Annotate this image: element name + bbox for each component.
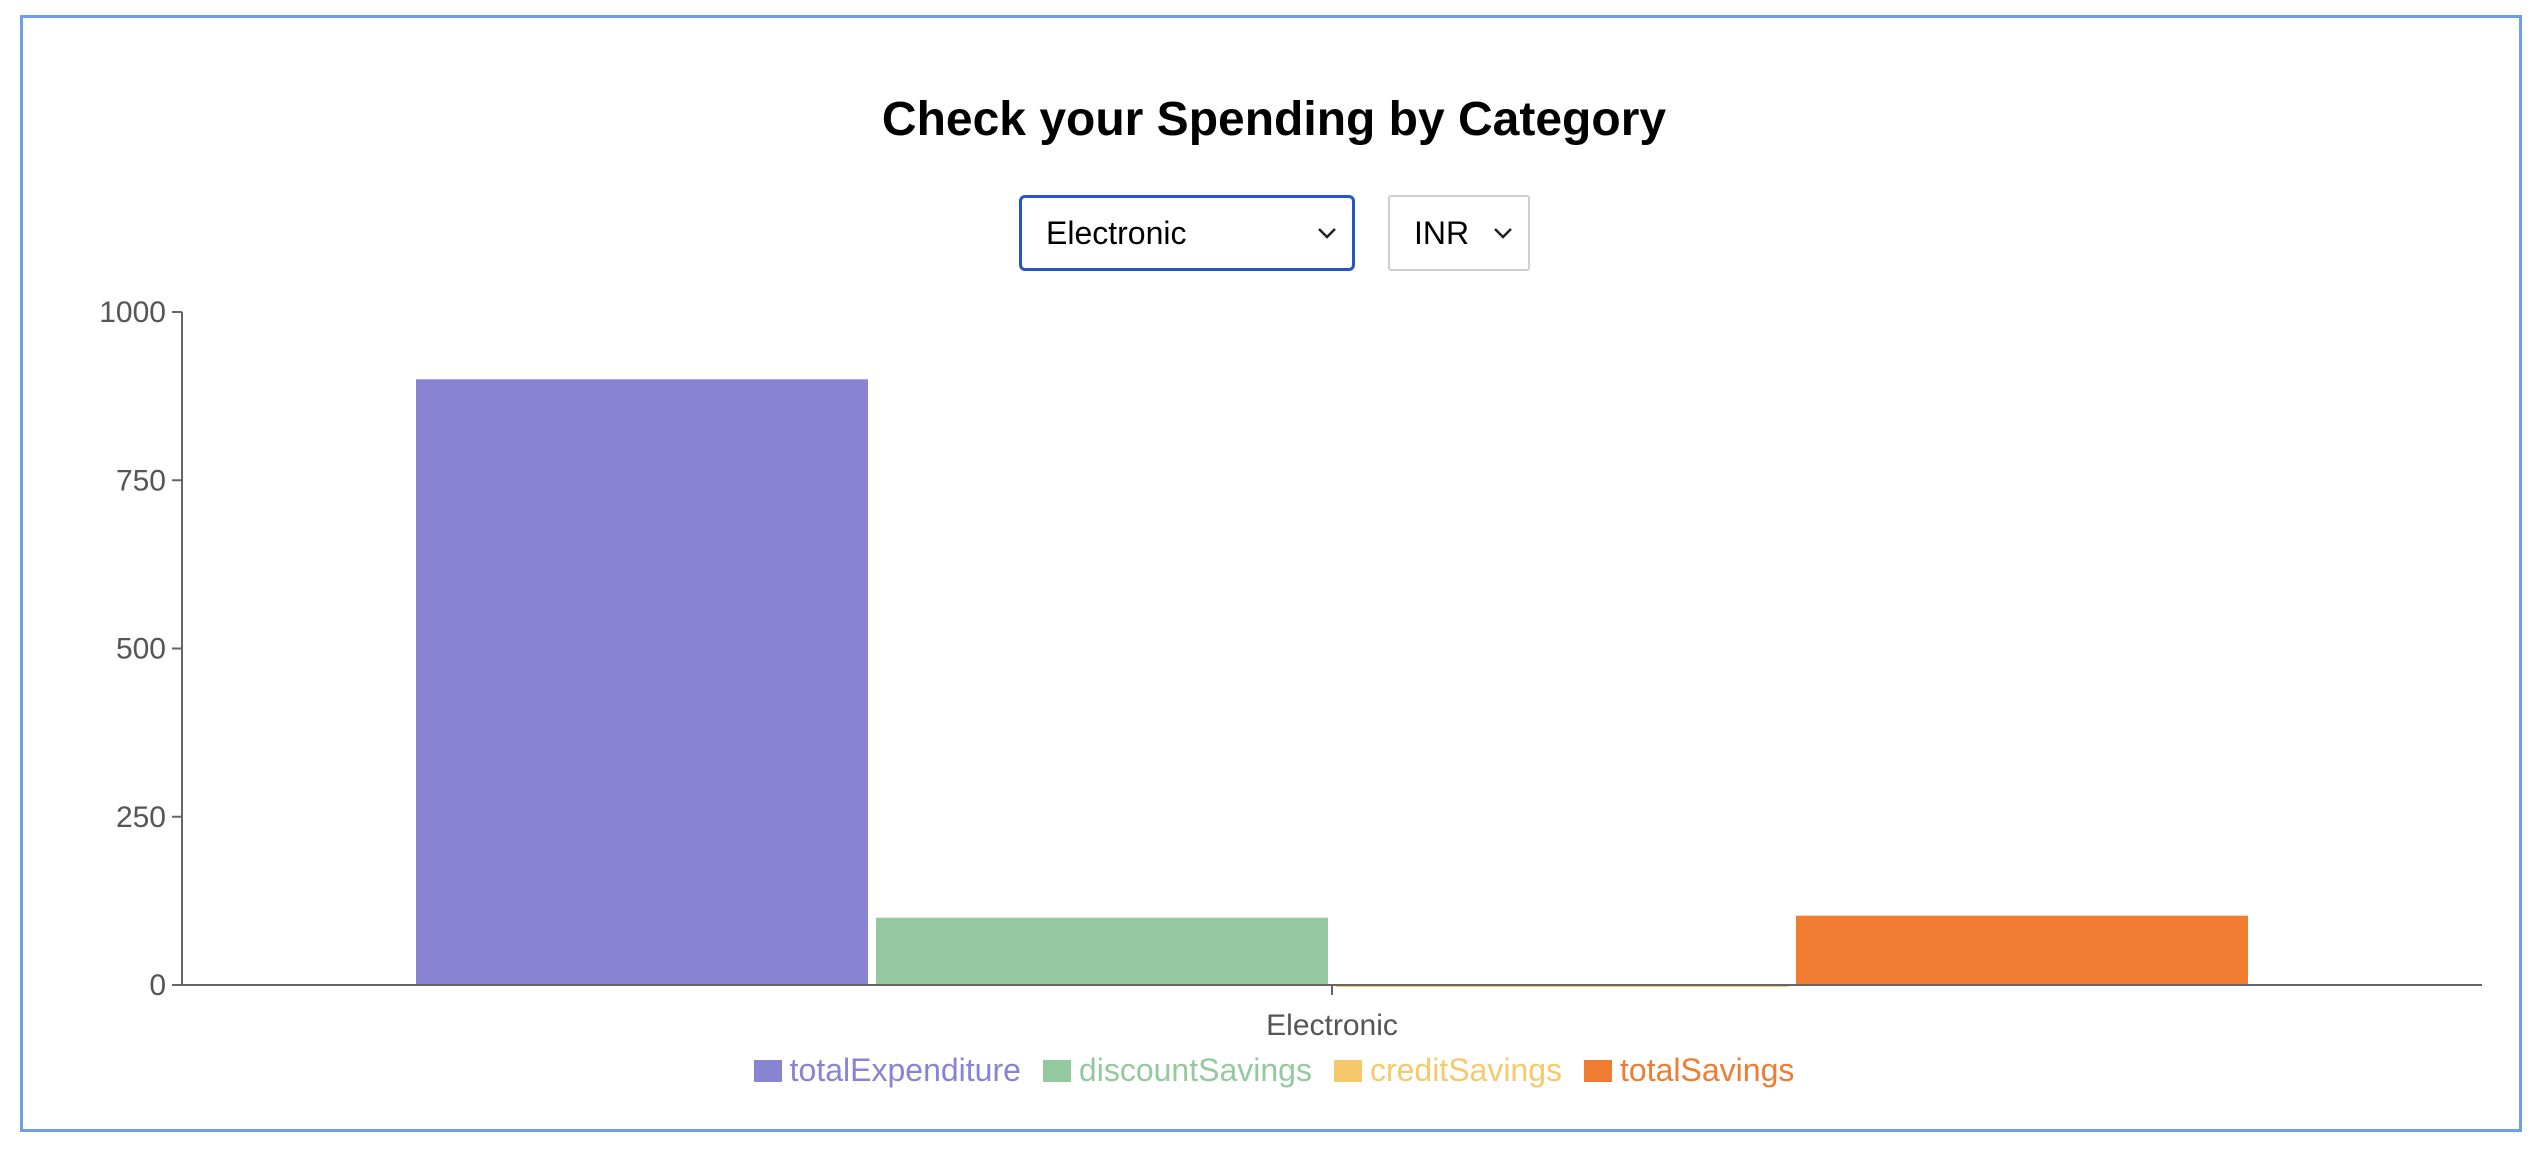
- bar-discountSavings: [876, 917, 1328, 985]
- legend-swatch: [753, 1059, 782, 1082]
- y-tick-label: 250: [116, 801, 166, 834]
- category-select-value: Electronic: [1046, 214, 1187, 251]
- legend-label: totalSavings: [1620, 1052, 1795, 1088]
- x-tick-label: Electronic: [1266, 1009, 1398, 1042]
- y-tick-label: 500: [116, 633, 166, 666]
- y-tick-label: 750: [116, 464, 166, 497]
- chevron-down-icon: [1494, 228, 1512, 239]
- currency-select[interactable]: INR: [1388, 195, 1530, 271]
- chevron-down-icon: [1318, 228, 1336, 239]
- legend-item-creditSavings[interactable]: creditSavings: [1333, 1052, 1563, 1089]
- category-select[interactable]: Electronic: [1019, 195, 1355, 271]
- legend-swatch: [1333, 1059, 1362, 1082]
- legend-item-totalSavings[interactable]: totalSavings: [1584, 1052, 1794, 1089]
- legend-swatch: [1042, 1059, 1071, 1082]
- legend-item-discountSavings[interactable]: discountSavings: [1042, 1052, 1312, 1089]
- legend-label: totalExpenditure: [789, 1052, 1021, 1088]
- y-tick-label: 1000: [99, 296, 166, 329]
- page-title: Check your Spending by Category: [881, 93, 1667, 146]
- legend-item-totalExpenditure[interactable]: totalExpenditure: [753, 1052, 1021, 1089]
- chart-legend: totalExpenditure discountSavings creditSav…: [0, 1052, 2548, 1089]
- currency-select-value: INR: [1414, 214, 1470, 251]
- y-tick-label: 0: [149, 969, 166, 1002]
- legend-label: creditSavings: [1369, 1052, 1563, 1088]
- bar-totalExpenditure: [416, 379, 868, 985]
- legend-swatch: [1584, 1059, 1613, 1082]
- legend-label: discountSavings: [1078, 1052, 1312, 1088]
- bar-totalSavings: [1796, 915, 2248, 985]
